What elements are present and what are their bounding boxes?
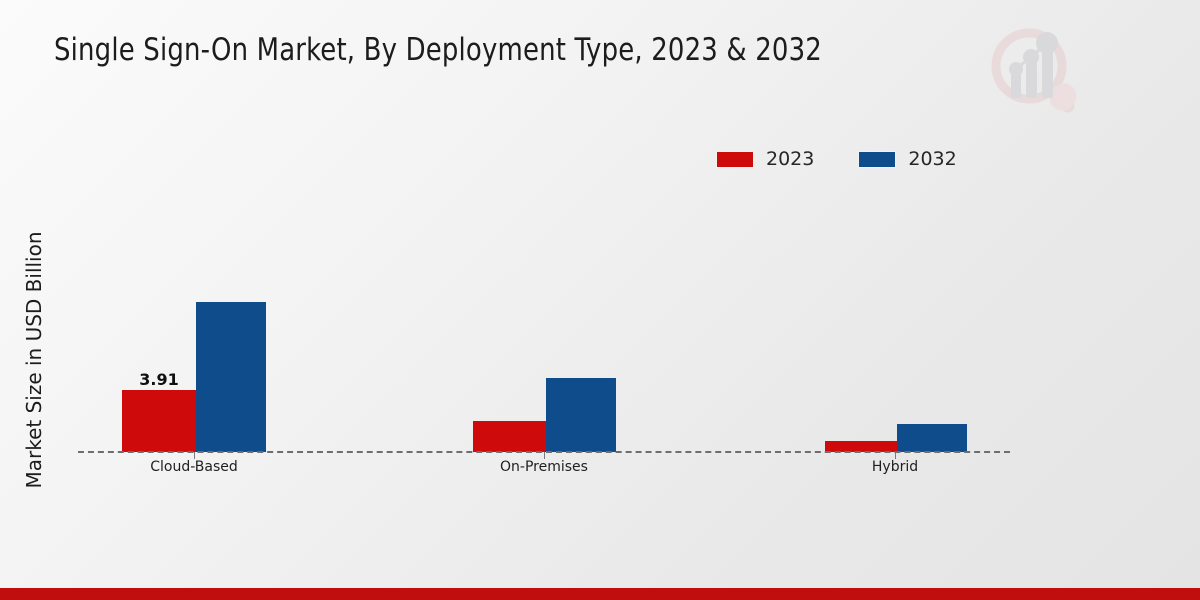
- bar-value-2023-cloud-based: 3.91: [139, 370, 179, 389]
- bar-2032-on-premises[interactable]: [546, 378, 616, 452]
- category-label-hybrid: Hybrid: [871, 459, 919, 475]
- bar-2023-cloud-based[interactable]: [122, 390, 196, 452]
- legend-item-2023[interactable]: 2023: [716, 148, 814, 170]
- bar-2023-on-premises[interactable]: [473, 421, 546, 452]
- bar-2023-hybrid[interactable]: [825, 441, 897, 452]
- legend-label-2023: 2023: [766, 148, 815, 170]
- legend-item-2032[interactable]: 2032: [858, 148, 957, 170]
- tick-hybrid: [895, 452, 896, 459]
- category-label-on-premises: On-Premises: [500, 459, 588, 475]
- bar-2032-hybrid[interactable]: [897, 424, 967, 452]
- tick-on-premises: [544, 452, 545, 459]
- x-axis-baseline: [78, 451, 1010, 453]
- legend-swatch-2023: [716, 150, 754, 168]
- bar-2032-cloud-based[interactable]: [196, 302, 266, 452]
- bottom-accent-band: [0, 588, 1200, 600]
- category-label-cloud-based: Cloud-Based: [150, 459, 238, 475]
- chart-legend: 2023 2032: [716, 147, 957, 171]
- legend-label-2032: 2032: [908, 148, 957, 170]
- legend-swatch-2032: [858, 150, 897, 168]
- chart-title: Single Sign-On Market, By Deployment Typ…: [54, 32, 822, 68]
- tick-cloud-based: [194, 452, 195, 459]
